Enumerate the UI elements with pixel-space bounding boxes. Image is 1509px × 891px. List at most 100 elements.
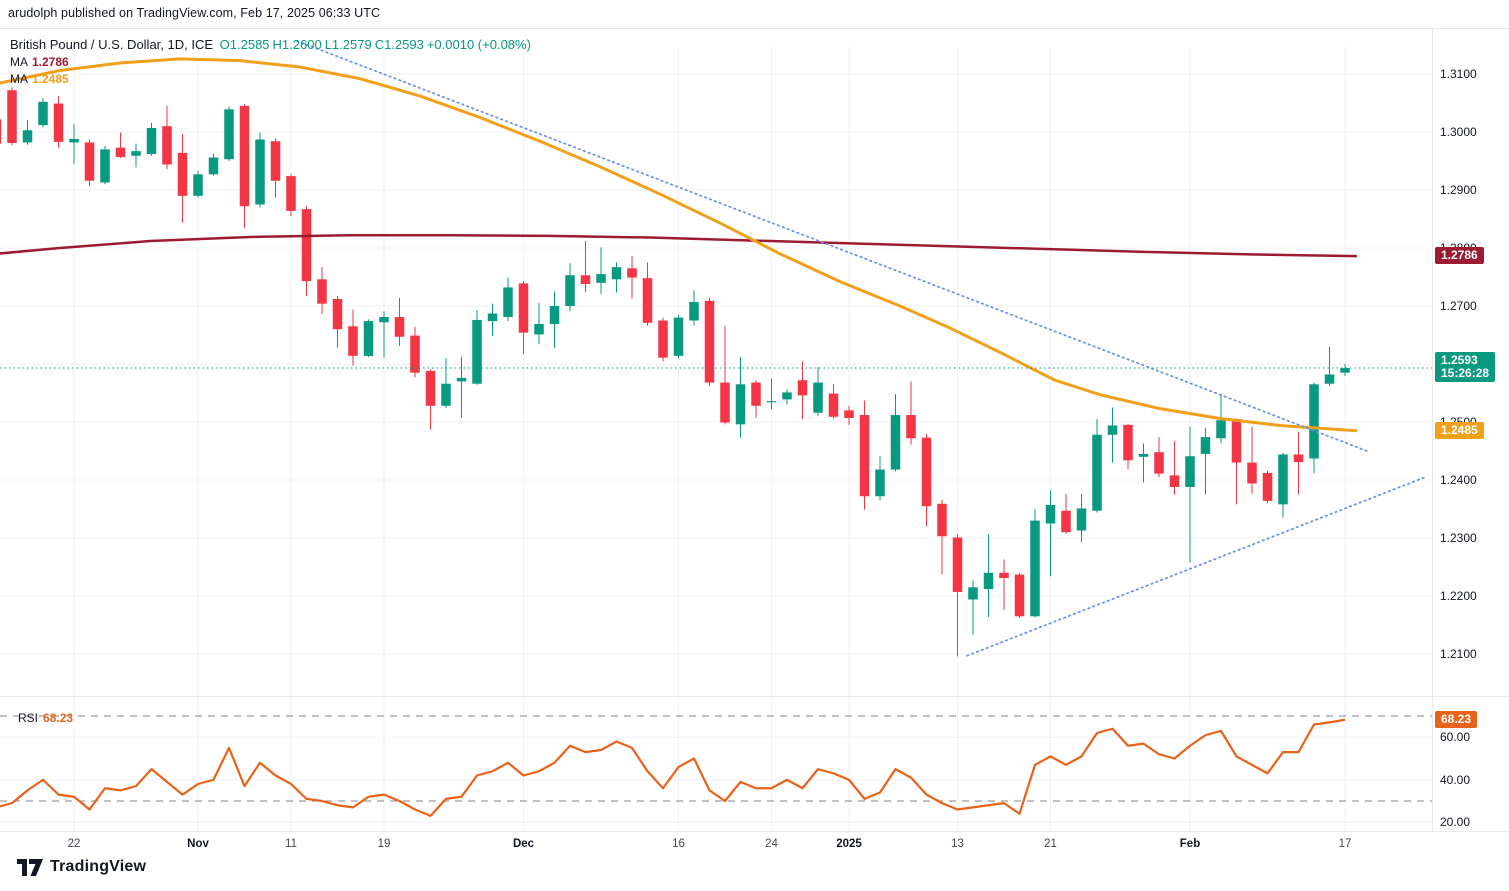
candle-body[interactable]	[1123, 424, 1133, 461]
rsi-legend: RSI 68.23	[18, 711, 73, 725]
candle-body[interactable]	[766, 401, 777, 403]
candle-body[interactable]	[751, 382, 761, 406]
candle-body[interactable]	[332, 299, 343, 330]
candle-body[interactable]	[549, 306, 560, 324]
candle-body[interactable]	[1247, 462, 1257, 484]
candle-body[interactable]	[224, 109, 234, 160]
candle-body[interactable]	[596, 274, 606, 283]
candle-body[interactable]	[363, 321, 374, 356]
candle-body[interactable]	[286, 176, 296, 211]
ma-legend-row[interactable]: MA 1.2786	[10, 55, 531, 69]
tradingview-brand[interactable]: TradingView	[50, 858, 147, 875]
candle-body[interactable]	[1107, 425, 1118, 435]
candle-body[interactable]	[999, 572, 1009, 579]
candle-body[interactable]	[642, 278, 653, 323]
candle-body[interactable]	[720, 382, 730, 423]
candle-body[interactable]	[735, 384, 746, 425]
candle-body[interactable]	[7, 90, 17, 144]
candle-body[interactable]	[69, 138, 79, 143]
candle-body[interactable]	[658, 320, 668, 358]
candle-body[interactable]	[518, 283, 529, 333]
candle-body[interactable]	[1138, 453, 1149, 457]
candle-body[interactable]	[193, 174, 203, 196]
candle-body[interactable]	[906, 415, 916, 439]
candle-body[interactable]	[844, 410, 854, 418]
candle-body[interactable]	[1092, 434, 1102, 511]
candle-body[interactable]	[673, 317, 684, 356]
candle-body[interactable]	[1216, 420, 1226, 439]
candle-body[interactable]	[580, 275, 591, 284]
candle-body[interactable]	[952, 537, 963, 592]
candle-body[interactable]	[1309, 384, 1319, 459]
candle-body[interactable]	[1278, 454, 1288, 505]
candle-body[interactable]	[84, 142, 95, 181]
candle-body[interactable]	[1076, 508, 1087, 531]
candle-body[interactable]	[1293, 454, 1304, 463]
candle-body[interactable]	[1231, 419, 1242, 463]
candle-body[interactable]	[38, 101, 48, 126]
candle-body[interactable]	[890, 415, 901, 470]
candle-body[interactable]	[828, 393, 839, 417]
trendline-descending-resistance[interactable]	[296, 40, 1368, 452]
candle-body[interactable]	[1340, 368, 1350, 373]
ma-legend-row[interactable]: MA 1.2485	[10, 72, 531, 86]
candle-body[interactable]	[379, 317, 389, 323]
candle-body[interactable]	[115, 147, 126, 157]
candle-body[interactable]	[270, 141, 281, 181]
candle-body[interactable]	[208, 157, 219, 175]
candle-body[interactable]	[487, 313, 498, 322]
candle-body[interactable]	[0, 119, 2, 144]
candle-body[interactable]	[503, 287, 513, 318]
candle-body[interactable]	[53, 103, 64, 142]
candle-body[interactable]	[394, 317, 405, 337]
candle-body[interactable]	[1014, 574, 1025, 617]
candle-body[interactable]	[348, 326, 358, 356]
candle-body[interactable]	[1262, 473, 1273, 501]
candle-body[interactable]	[425, 370, 436, 406]
candle-body[interactable]	[704, 300, 715, 383]
candle-body[interactable]	[1045, 504, 1056, 524]
candle-body[interactable]	[1185, 456, 1195, 487]
candle-body[interactable]	[410, 335, 420, 373]
time-scale[interactable]: 22 Nov 11 19 Dec 16 24 2025 13 21 Feb 17	[0, 831, 1509, 856]
candle-body[interactable]	[813, 382, 823, 413]
candle-body[interactable]	[797, 380, 808, 396]
candle-body[interactable]	[1200, 437, 1211, 454]
candle-body[interactable]	[627, 268, 637, 278]
candle-body[interactable]	[937, 503, 947, 537]
candle-body[interactable]	[177, 152, 188, 196]
candle-body[interactable]	[875, 469, 885, 497]
pane-separator[interactable]	[0, 696, 1509, 697]
candle-body[interactable]	[1169, 475, 1180, 487]
candle-body[interactable]	[456, 377, 467, 382]
candle-body[interactable]	[565, 275, 575, 306]
candle-body[interactable]	[472, 319, 482, 384]
candle-body[interactable]	[968, 587, 978, 600]
trendline-ascending-support[interactable]	[966, 476, 1425, 657]
candle-body[interactable]	[239, 105, 250, 207]
candle-body[interactable]	[921, 437, 932, 507]
candle-body[interactable]	[146, 127, 157, 155]
candle-body[interactable]	[100, 149, 110, 183]
chart-area[interactable]: British Pound / U.S. Dollar, 1D, ICE O1.…	[0, 28, 1509, 832]
candle-body[interactable]	[983, 572, 994, 590]
candle-body[interactable]	[782, 392, 792, 400]
candle-body[interactable]	[317, 279, 327, 304]
tradingview-logo-icon[interactable]	[17, 858, 43, 876]
candle-body[interactable]	[689, 301, 699, 321]
candle-body[interactable]	[859, 415, 870, 497]
candle-body[interactable]	[301, 209, 312, 282]
candle-body[interactable]	[131, 151, 141, 156]
candle-body[interactable]	[611, 267, 622, 280]
candlestick-series[interactable]	[0, 87, 1350, 657]
candle-body[interactable]	[255, 139, 265, 205]
symbol-title[interactable]: British Pound / U.S. Dollar, 1D, ICE	[10, 37, 214, 52]
candle-body[interactable]	[1061, 510, 1071, 533]
candle-body[interactable]	[1324, 374, 1335, 384]
candle-body[interactable]	[1154, 452, 1164, 474]
candle-body[interactable]	[162, 126, 172, 165]
candle-body[interactable]	[441, 383, 451, 406]
candle-body[interactable]	[22, 130, 33, 143]
candle-body[interactable]	[1030, 520, 1040, 617]
candle-body[interactable]	[534, 323, 544, 335]
